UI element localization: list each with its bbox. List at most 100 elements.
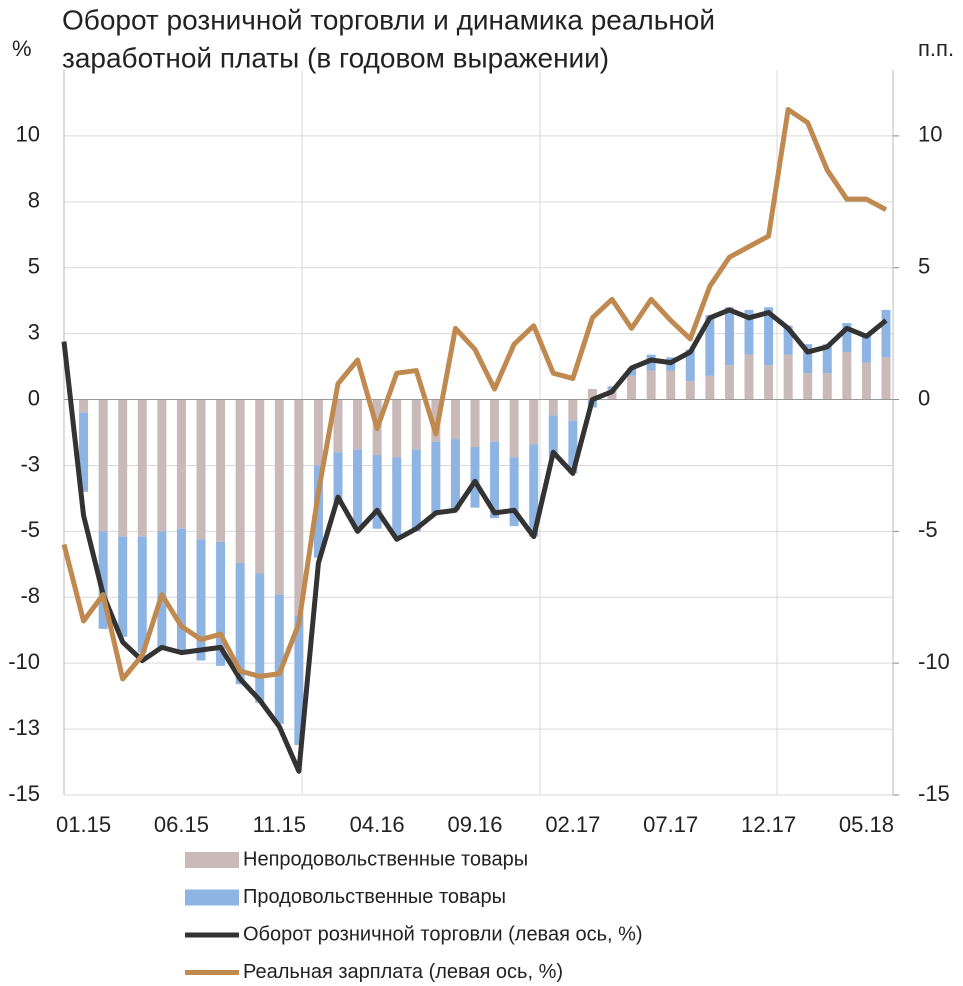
bar <box>470 447 480 508</box>
y-tick-label: 0 <box>28 385 40 410</box>
y-tick-label: -5 <box>20 517 40 542</box>
y-tick-label: 5 <box>28 254 40 279</box>
y2-tick-label: 10 <box>918 122 942 147</box>
y2-tick-label: 5 <box>918 254 930 279</box>
bar <box>646 370 656 400</box>
bar <box>157 399 167 532</box>
bar <box>705 315 715 376</box>
legend-swatch <box>185 889 239 906</box>
bar <box>411 449 421 532</box>
bar <box>353 399 363 450</box>
y2-tick-label: -5 <box>918 517 938 542</box>
bar <box>313 465 323 558</box>
bar <box>881 357 891 400</box>
bar <box>372 454 382 529</box>
x-tick-label: 12.17 <box>741 812 796 837</box>
bar <box>548 415 558 458</box>
x-tick-label: 11.15 <box>253 812 306 837</box>
bar <box>235 563 245 685</box>
bar <box>176 399 186 529</box>
bar <box>196 539 206 661</box>
bar <box>196 399 206 540</box>
line <box>61 107 888 682</box>
bar <box>176 528 186 650</box>
bar <box>509 457 519 527</box>
bar <box>490 399 500 442</box>
bar <box>744 309 754 355</box>
y-axis-label: % <box>12 36 32 61</box>
bar <box>724 307 734 366</box>
bar <box>137 399 147 537</box>
bar <box>470 399 480 447</box>
bar <box>137 536 147 653</box>
bar <box>216 541 226 666</box>
bar <box>313 399 323 466</box>
bar <box>411 399 421 450</box>
y-tick-label: -13 <box>8 715 40 740</box>
bar <box>79 399 89 413</box>
bar <box>98 531 108 629</box>
bar <box>157 531 167 648</box>
bar <box>450 399 460 440</box>
legend-label: Продовольственные товары <box>243 886 506 908</box>
bar <box>803 373 813 400</box>
bar <box>255 573 265 703</box>
legend-label: Оборот розничной торговли (левая ось, %) <box>243 923 643 945</box>
bar <box>881 309 891 358</box>
bar <box>627 367 637 376</box>
bar <box>685 349 695 382</box>
bar <box>529 399 539 445</box>
bar <box>392 399 402 458</box>
bar <box>783 325 793 355</box>
x-tick-label: 01.15 <box>56 812 111 837</box>
bar <box>353 449 363 529</box>
bar <box>783 354 793 400</box>
bar <box>861 362 871 400</box>
bar <box>627 375 637 400</box>
bar <box>450 439 460 511</box>
y-tick-label: -15 <box>8 781 40 806</box>
bar <box>235 399 245 563</box>
chart-title-line: заработной платы (в годовом выражении) <box>62 42 609 73</box>
y-tick-label: 8 <box>28 188 40 213</box>
y-tick-label: -3 <box>20 451 40 476</box>
bar <box>548 399 558 416</box>
y-tick-label: -8 <box>20 583 40 608</box>
bar <box>568 420 578 474</box>
bar <box>333 452 343 505</box>
bar <box>685 381 695 400</box>
y-tick-label: 3 <box>28 319 40 344</box>
bar <box>822 344 832 374</box>
bar <box>216 399 226 542</box>
bar <box>392 457 402 537</box>
bar <box>431 441 441 513</box>
bar <box>568 399 578 421</box>
bar <box>333 399 343 453</box>
bar <box>509 399 519 458</box>
y2-axis-label: п.п. <box>918 36 954 61</box>
x-tick-label: 07.17 <box>643 812 698 837</box>
bar <box>724 365 734 400</box>
bar <box>587 389 597 400</box>
bar <box>842 323 852 353</box>
bar <box>607 386 617 389</box>
line <box>61 307 888 774</box>
bar <box>764 307 774 366</box>
legend-label: Реальная зарплата (левая ось, %) <box>243 961 563 983</box>
chart-title-line: Оборот розничной торговли и динамика реа… <box>62 4 715 35</box>
x-tick-label: 05.18 <box>839 812 894 837</box>
bar <box>274 594 284 724</box>
bar <box>529 444 539 537</box>
x-tick-label: 06.15 <box>154 812 209 837</box>
y2-tick-label: -15 <box>918 781 950 806</box>
x-tick-label: 02.17 <box>545 812 600 837</box>
bar <box>79 412 89 492</box>
bar <box>861 333 871 363</box>
bar <box>744 354 754 400</box>
x-tick-label: 04.16 <box>350 812 405 837</box>
bar <box>666 370 676 400</box>
bar <box>255 399 265 574</box>
bar <box>764 365 774 400</box>
bar <box>118 536 128 637</box>
